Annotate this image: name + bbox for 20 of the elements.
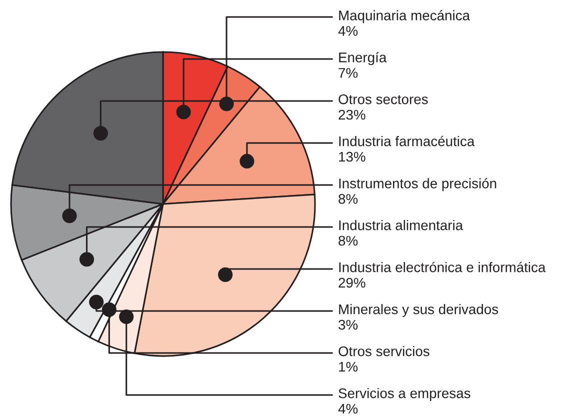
data-label: 13% — [339, 152, 366, 162]
data-label: 4% — [338, 26, 358, 36]
slice-label: Servicios a empresas — [338, 388, 470, 401]
data-label: 23% — [338, 110, 366, 120]
slice-label: Industria electrónica e informática — [339, 262, 546, 272]
slice-label: Otros servicios — [338, 346, 430, 356]
data-label: 8% — [338, 236, 358, 246]
slice-label: Energía — [339, 52, 387, 66]
data-label: 8% — [338, 194, 358, 204]
slice-label: Industria alimentaria — [339, 220, 464, 230]
data-label: 7% — [338, 68, 358, 78]
slice-label: Maquinaria mecánica — [339, 10, 470, 24]
data-label: 3% — [338, 320, 358, 330]
slice-label: Otros sectores — [338, 94, 428, 104]
slice-label: Minerales y sus derivados — [339, 304, 498, 317]
slice-label: Industria farmacéutica — [339, 136, 475, 146]
data-label: 1% — [339, 362, 358, 372]
slice-label: Instrumentos de precisión — [339, 178, 496, 192]
data-label: 29% — [338, 278, 366, 288]
data-label: 4% — [338, 404, 358, 414]
